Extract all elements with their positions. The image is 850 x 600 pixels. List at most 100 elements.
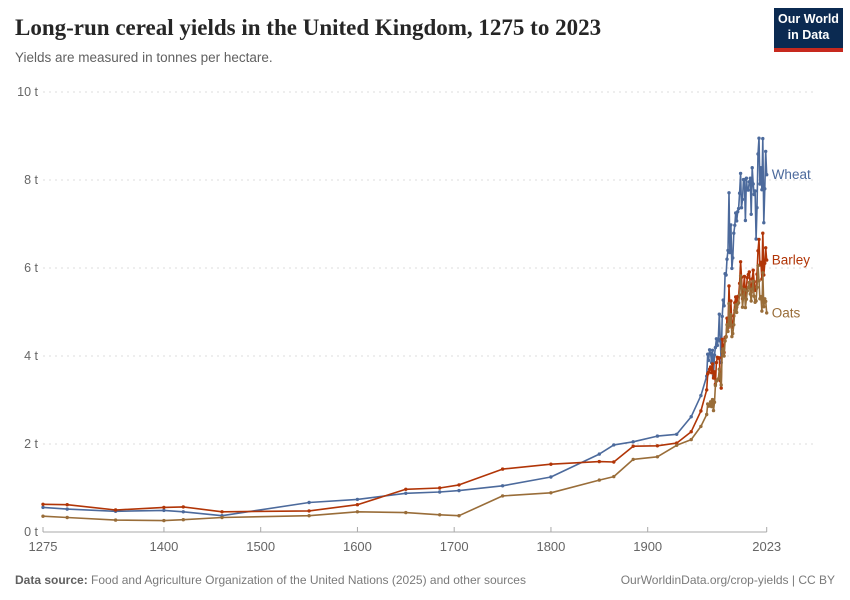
marker-wheat [675,432,679,436]
marker-wheat [727,191,731,195]
y-tick-label-2: 2 t [24,437,38,451]
marker-barley [747,270,751,274]
marker-barley [708,365,713,369]
marker-wheat [748,176,752,180]
marker-oats [716,377,720,381]
marker-barley [757,237,761,242]
marker-oats [730,334,734,339]
marker-wheat [706,352,710,356]
marker-wheat [708,351,713,356]
marker-wheat [721,298,725,302]
marker-oats [733,308,737,312]
marker-barley [709,371,714,375]
marker-barley [763,261,767,265]
marker-wheat [761,136,765,141]
marker-wheat [732,231,736,235]
marker-barley [113,508,118,512]
marker-oats [761,271,765,275]
marker-oats [723,339,727,343]
page-title: Long-run cereal yields in the United Kin… [15,15,602,40]
x-tick-label-1900: 1900 [633,539,662,554]
marker-oats [719,383,723,387]
line-barley[interactable] [42,232,768,513]
marker-oats [725,323,729,327]
marker-oats [699,424,703,429]
marker-wheat [753,189,757,193]
marker-oats [597,478,601,482]
marker-oats [746,286,750,290]
marker-oats [736,301,741,305]
marker-wheat [747,180,751,184]
marker-oats [720,349,724,354]
marker-oats [355,510,360,514]
marker-wheat [631,440,635,444]
marker-oats [709,404,714,409]
marker-oats [762,305,766,309]
marker-wheat [759,166,763,170]
marker-wheat [756,152,760,156]
chart-header: Long-run cereal yields in the United Kin… [15,14,755,65]
marker-barley [597,459,601,464]
marker-wheat [765,173,769,177]
marker-oats [181,518,185,522]
marker-wheat [726,248,730,253]
marker-wheat [755,206,759,210]
marker-barley [65,503,69,507]
marker-barley [438,486,442,490]
data-source-label: Data source: [15,573,88,587]
marker-wheat [355,497,360,502]
marker-oats [65,515,69,520]
marker-wheat [740,197,745,202]
line-wheat[interactable] [42,137,768,517]
marker-oats [729,312,733,317]
marker-oats [727,301,731,306]
marker-barley [727,284,731,288]
marker-oats [743,305,748,310]
marker-barley [765,258,769,262]
marker-barley [181,505,185,509]
marker-barley [500,467,505,471]
marker-wheat [746,188,750,192]
series-wheat[interactable] [41,136,769,518]
marker-barley [699,409,703,413]
marker-barley [655,444,660,448]
x-tick-label-2023: 2023 [752,539,781,554]
marker-wheat [715,343,720,348]
marker-wheat [457,488,461,493]
marker-barley [706,370,711,374]
marker-oats [726,329,730,334]
owid-link[interactable]: OurWorldinData.org/crop-yields | CC BY [620,573,835,587]
marker-wheat [754,237,758,241]
marker-wheat [712,353,717,357]
series-label-wheat: Wheat [772,167,811,182]
series-barley[interactable] [41,231,769,514]
owid-logo[interactable]: Our World in Data [774,8,843,52]
marker-barley [457,483,461,487]
marker-wheat [728,250,732,255]
marker-oats [717,367,721,371]
marker-oats [747,280,751,285]
line-oats[interactable] [42,264,768,522]
marker-oats [740,305,745,309]
marker-wheat [739,206,744,210]
marker-barley [711,376,716,380]
marker-oats [759,294,763,299]
marker-oats [750,287,754,291]
series-label-barley: Barley [772,253,811,268]
marker-oats [738,274,743,278]
marker-oats [737,293,742,297]
marker-wheat [757,136,761,140]
series-oats[interactable] [41,264,769,523]
marker-oats [735,310,739,315]
marker-oats [689,437,693,442]
marker-barley [705,388,709,392]
marker-barley [355,503,360,507]
marker-barley [612,460,616,464]
marker-oats [765,311,769,315]
marker-oats [755,285,759,290]
marker-oats [675,443,679,447]
marker-oats [549,491,553,495]
marker-wheat [41,505,45,510]
marker-oats [742,287,747,292]
marker-wheat [725,257,729,261]
